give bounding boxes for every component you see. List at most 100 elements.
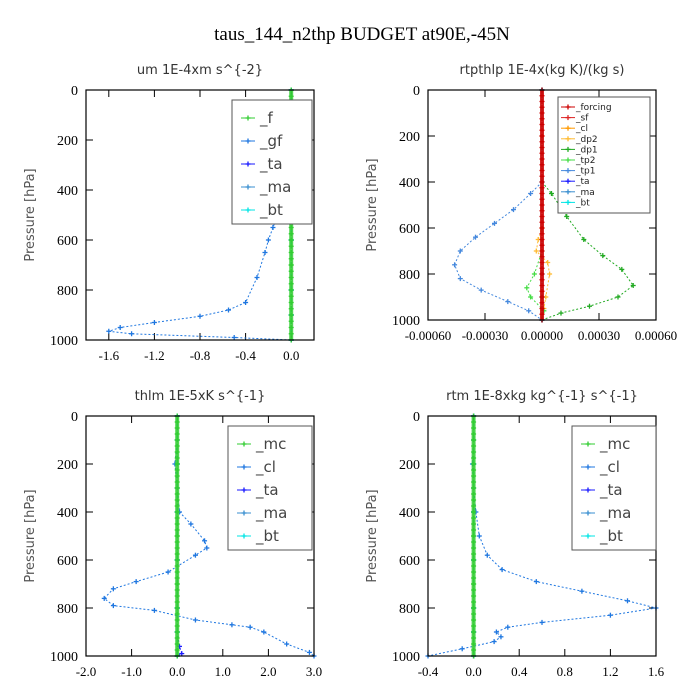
- y-axis-label: Pressure [hPa]: [365, 489, 380, 582]
- y-tick-label: 400: [399, 506, 420, 521]
- legend-label: _ta: [599, 481, 623, 500]
- legend-label: _forcing: [575, 103, 612, 113]
- x-tick-label: 3.0: [306, 664, 322, 679]
- x-tick-label: -1.6: [99, 348, 120, 363]
- y-tick-label: 200: [399, 130, 420, 145]
- y-tick-label: 800: [399, 268, 420, 283]
- zero-series-band: [174, 413, 180, 659]
- legend-label: _ma: [575, 188, 595, 198]
- legend-box: [231, 99, 313, 225]
- x-tick-label: 0.0: [465, 664, 481, 679]
- x-tick-label: -0.8: [190, 348, 211, 363]
- legend-label: _gf: [259, 132, 283, 151]
- y-tick-label: 400: [57, 184, 78, 199]
- series-line: [541, 90, 634, 321]
- y-tick-label: 0: [413, 84, 420, 99]
- legend-label: _tp2: [575, 156, 595, 166]
- y-tick-label: 600: [399, 222, 420, 237]
- y-axis-label: Pressure [hPa]: [23, 168, 38, 261]
- x-tick-label: -0.4: [418, 664, 439, 679]
- y-tick-label: 400: [399, 176, 420, 191]
- y-tick-label: 800: [57, 284, 78, 299]
- y-tick-label: 600: [57, 234, 78, 249]
- x-tick-label: 0.00030: [578, 328, 620, 343]
- legend-label: _ta: [259, 155, 283, 174]
- legend-label: _ta: [255, 481, 279, 500]
- legend-label: _dp2: [575, 135, 598, 145]
- x-tick-label: 0.00060: [635, 328, 677, 343]
- legend-label: _cl: [599, 458, 620, 477]
- x-tick-label: -1.0: [121, 664, 142, 679]
- panel-title: rtm 1E-8xkg kg^{-1} s^{-1}: [446, 389, 638, 404]
- legend-box: [571, 425, 657, 551]
- panel-title: thlm 1E-5xK s^{-1}: [135, 389, 266, 404]
- legend-label: _mc: [599, 435, 630, 454]
- zero-series-band: [539, 87, 545, 323]
- y-tick-label: 0: [71, 410, 78, 425]
- y-tick-label: 1000: [392, 650, 420, 665]
- zero-series-band: [471, 413, 477, 659]
- x-tick-label: 0.0: [169, 664, 185, 679]
- x-tick-label: 0.0: [283, 348, 299, 363]
- x-tick-label: -0.4: [235, 348, 256, 363]
- legend-label: _bt: [259, 201, 283, 220]
- legend-label: _ma: [255, 504, 287, 523]
- y-tick-label: 800: [399, 602, 420, 617]
- legend-label: _cl: [255, 458, 276, 477]
- y-tick-label: 200: [57, 134, 78, 149]
- panel-title: um 1E-4xm s^{-2}: [137, 63, 263, 78]
- y-tick-label: 0: [71, 84, 78, 99]
- legend: _mc _cl _ta _ma _bt: [571, 425, 657, 551]
- x-tick-label: -1.2: [144, 348, 165, 363]
- y-tick-label: 1000: [50, 334, 78, 349]
- plot-panel-3: thlm 1E-5xK s^{-1} Pressure [hPa] 0 200 400 6…: [23, 389, 322, 679]
- y-tick-label: 0: [413, 410, 420, 425]
- y-tick-label: 1000: [392, 314, 420, 329]
- plot-panels: um 1E-4xm s^{-2} Pressure [hPa] 0 200 400 600…: [23, 63, 677, 679]
- x-tick-label: -2.0: [76, 664, 97, 679]
- y-tick-label: 1000: [50, 650, 78, 665]
- panel-title: rtpthlp 1E-4x(kg K)/(kg s): [460, 63, 625, 78]
- legend-label: _sf: [575, 114, 589, 124]
- y-tick-label: 200: [399, 458, 420, 473]
- x-tick-label: 1.0: [215, 664, 231, 679]
- figure-suptitle: taus_144_n2thp BUDGET at90E,-45N: [214, 24, 510, 45]
- legend-label: _cl: [575, 124, 588, 134]
- y-tick-label: 600: [57, 554, 78, 569]
- legend-label: _bt: [599, 527, 623, 546]
- plot-panel-2: rtpthlp 1E-4x(kg K)/(kg s) Pressure [hPa]…: [365, 63, 677, 343]
- plot-frame: [85, 415, 315, 657]
- y-tick-label: 200: [57, 458, 78, 473]
- x-tick-label: 0.8: [557, 664, 573, 679]
- x-tick-label: 1.6: [648, 664, 665, 679]
- y-tick-label: 600: [399, 554, 420, 569]
- legend-label: _mc: [255, 435, 286, 454]
- legend-label: _f: [259, 109, 274, 128]
- y-axis-label: Pressure [hPa]: [365, 158, 380, 251]
- legend-box: [227, 425, 313, 551]
- legend: _mc _cl _ta _ma _bt: [227, 425, 313, 551]
- y-tick-label: 800: [57, 602, 78, 617]
- plot-panel-1: um 1E-4xm s^{-2} Pressure [hPa] 0 200 400 600…: [23, 63, 315, 363]
- legend-label: _ta: [575, 177, 590, 187]
- legend-label: _ma: [259, 178, 291, 197]
- legend-label: _dp1: [575, 145, 598, 155]
- x-tick-label: 0.4: [511, 664, 528, 679]
- x-tick-label: 1.2: [602, 664, 618, 679]
- legend: _f _gf _ta _ma _bt: [231, 99, 313, 225]
- legend-label: _ma: [599, 504, 631, 523]
- x-tick-label: 2.0: [260, 664, 276, 679]
- legend-label: _bt: [255, 527, 279, 546]
- plot-panel-4: rtm 1E-8xkg kg^{-1} s^{-1} Pressure [hPa]…: [365, 389, 665, 679]
- legend-label: _tp1: [575, 167, 595, 177]
- x-tick-label: -0.00030: [462, 328, 509, 343]
- y-axis-label: Pressure [hPa]: [23, 489, 38, 582]
- legend-label: _bt: [575, 198, 590, 208]
- x-tick-label: 0.00000: [521, 328, 563, 343]
- plot-frame: [427, 89, 657, 321]
- plot-frame: [85, 89, 315, 341]
- x-tick-label: -0.00060: [405, 328, 452, 343]
- legend: _forcing_sf_cl_dp2_dp1_tp2_tp1_ta_ma_bt: [557, 96, 651, 214]
- legend-box: [557, 96, 651, 214]
